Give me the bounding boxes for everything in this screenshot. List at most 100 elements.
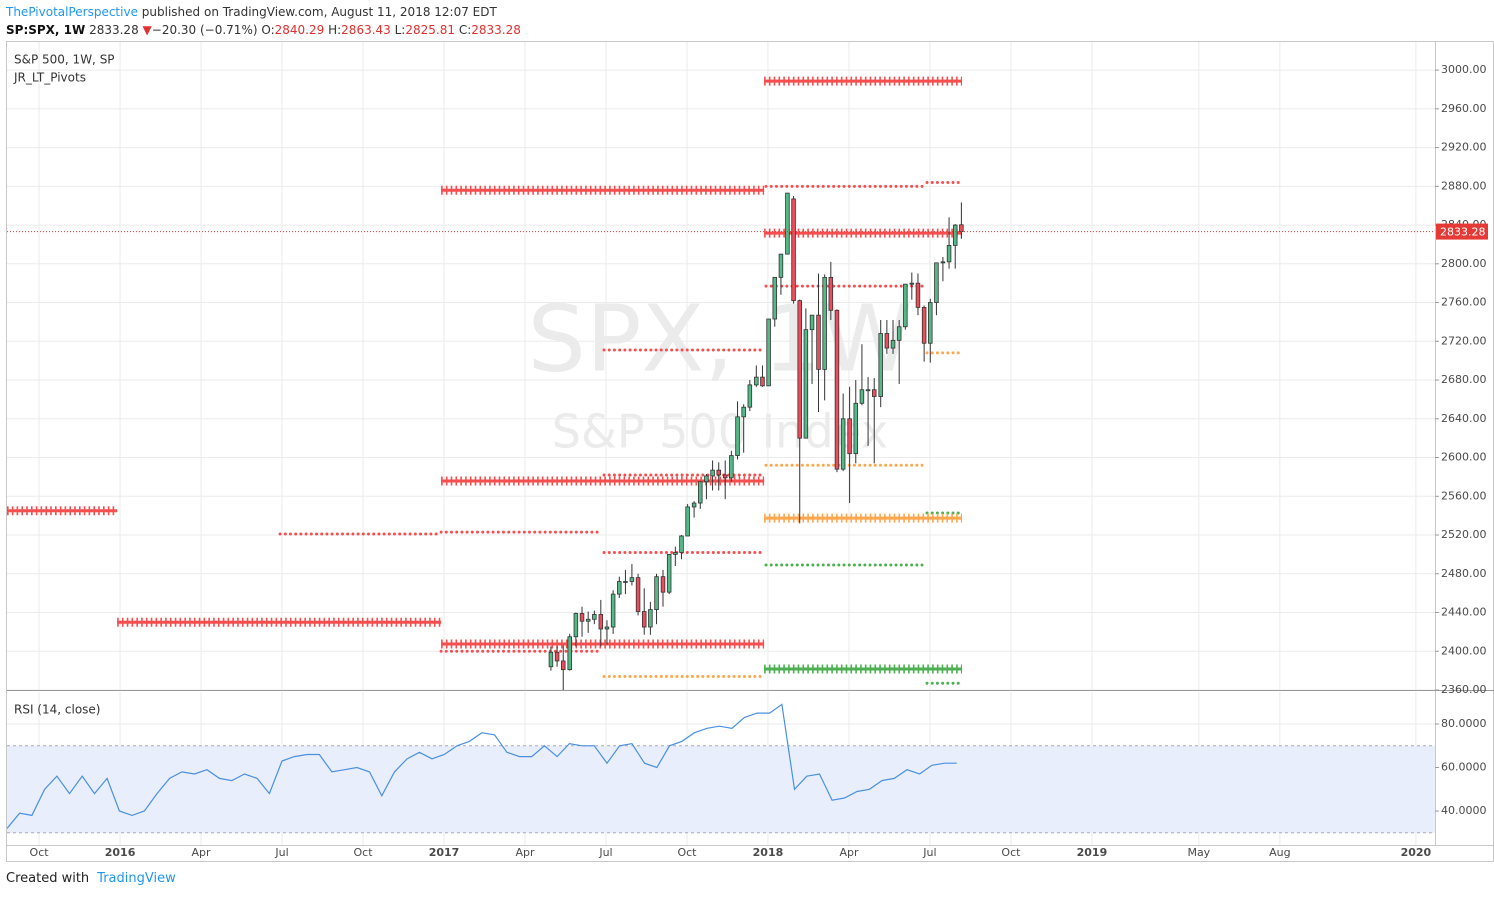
candle-body bbox=[760, 376, 765, 387]
y-tick-label: 2600.00 bbox=[1441, 451, 1487, 464]
watermark-sub: S&P 500 Index bbox=[552, 405, 889, 459]
candle-body bbox=[816, 314, 821, 370]
y-tick-label: 2800.00 bbox=[1441, 257, 1487, 270]
o-label: O: bbox=[261, 23, 275, 37]
x-tick-label: Oct bbox=[677, 846, 697, 859]
candle-body bbox=[610, 593, 616, 628]
candle-body bbox=[560, 660, 566, 671]
y-tick-label: 3000.00 bbox=[1441, 63, 1487, 76]
candle-body bbox=[617, 581, 622, 595]
published: published on TradingView.com, August 11,… bbox=[141, 5, 497, 19]
candle-body bbox=[729, 455, 734, 479]
candle-body bbox=[952, 224, 958, 246]
candle-body bbox=[685, 506, 690, 537]
candle-body bbox=[673, 552, 678, 555]
x-tick-label: Jul bbox=[922, 846, 936, 859]
candle-body bbox=[859, 389, 865, 404]
rsi-pane bbox=[7, 692, 1435, 845]
candle-body bbox=[666, 553, 672, 593]
candle-body bbox=[785, 192, 790, 255]
candle-body bbox=[629, 577, 635, 582]
x-tick-label: Oct bbox=[354, 846, 374, 859]
y-tick-label: 2400.00 bbox=[1441, 644, 1487, 657]
quote-line: SP:SPX, 1W 2833.28 ▼−20.30 (−0.71%) O:28… bbox=[6, 21, 521, 39]
x-tick-label: Apr bbox=[515, 846, 535, 859]
candle-body bbox=[828, 276, 834, 311]
chart-title: S&P 500, 1W, SP bbox=[14, 53, 115, 67]
y-tick-label: 2640.00 bbox=[1441, 412, 1487, 425]
rsi-band bbox=[7, 745, 1435, 833]
x-tick-label: 2017 bbox=[429, 846, 460, 859]
h-label: H: bbox=[328, 23, 342, 37]
candle-body bbox=[567, 636, 572, 671]
candle-body bbox=[573, 613, 579, 638]
candle-body bbox=[691, 502, 697, 508]
watermark: SPX, 1W bbox=[528, 285, 913, 392]
y-tick-label: 2680.00 bbox=[1441, 373, 1487, 386]
candle-body bbox=[822, 276, 827, 370]
y-tick-label: 2720.00 bbox=[1441, 334, 1487, 347]
candle-body bbox=[959, 224, 964, 232]
candle-body bbox=[928, 302, 933, 344]
candle-body bbox=[853, 402, 859, 455]
candle-body bbox=[878, 333, 883, 397]
price-pane: SPX, 1W S&P 500 Index bbox=[7, 42, 1435, 690]
candle-body bbox=[679, 535, 684, 553]
x-tick-label: 2020 bbox=[1401, 846, 1432, 859]
author-link[interactable]: ThePivotalPerspective bbox=[6, 5, 138, 19]
rsi-line bbox=[7, 703, 957, 829]
y-tick-label: 2880.00 bbox=[1441, 179, 1487, 192]
c-label: C: bbox=[458, 23, 472, 37]
y-tick-label: 2440.00 bbox=[1441, 606, 1487, 619]
symbol: SP:SPX, 1W bbox=[6, 23, 86, 37]
header: ThePivotalPerspective published on Tradi… bbox=[6, 3, 521, 39]
candle-body bbox=[871, 389, 877, 397]
x-tick-label: 2018 bbox=[753, 846, 784, 859]
candle-body bbox=[660, 576, 666, 593]
y-tick-label: 2920.00 bbox=[1441, 141, 1487, 154]
brand-link[interactable]: TradingView bbox=[97, 871, 176, 886]
candle-body bbox=[698, 481, 703, 504]
candle-body bbox=[921, 306, 927, 344]
candle-body bbox=[840, 418, 846, 470]
x-tick-label: Jul bbox=[274, 846, 288, 859]
high: 2863.43 bbox=[341, 23, 391, 37]
last-price-label: 2833.28 bbox=[1440, 226, 1486, 239]
candle-body bbox=[847, 418, 852, 455]
y-tick-label: 2480.00 bbox=[1441, 567, 1487, 580]
candle-body bbox=[735, 416, 740, 456]
indicator-name: JR_LT_Pivots bbox=[13, 71, 86, 85]
x-tick-label: 2016 bbox=[105, 846, 136, 859]
x-tick-label: Apr bbox=[192, 846, 212, 859]
y-tick-label: 80.0000 bbox=[1441, 717, 1487, 730]
candle-body bbox=[554, 651, 560, 662]
candle-body bbox=[635, 577, 641, 612]
candle-body bbox=[803, 329, 809, 439]
candle-body bbox=[778, 253, 784, 278]
candle-body bbox=[704, 475, 709, 483]
y-tick-label: 2560.00 bbox=[1441, 489, 1487, 502]
candle-body bbox=[654, 576, 659, 611]
rsi-title: RSI (14, close) bbox=[14, 703, 100, 717]
change: −20.30 (−0.71%) bbox=[151, 23, 258, 37]
candle-body bbox=[710, 469, 715, 477]
chart: SPX, 1W S&P 500 Index Oct 2016 Apr Jul Oct 20… bbox=[6, 41, 1494, 862]
candle-body bbox=[598, 614, 604, 630]
candle-body bbox=[641, 611, 647, 628]
candle-body bbox=[890, 339, 896, 349]
y-tick-label: 2520.00 bbox=[1441, 528, 1487, 541]
x-tick-label: 2019 bbox=[1077, 846, 1108, 859]
low: 2825.81 bbox=[405, 23, 455, 37]
created: Created with bbox=[6, 871, 90, 886]
candle-body bbox=[741, 406, 746, 418]
candle-body bbox=[896, 326, 902, 341]
candle-body bbox=[623, 581, 628, 583]
candle-body bbox=[585, 618, 591, 622]
publish-line: ThePivotalPerspective published on Tradi… bbox=[6, 3, 521, 21]
x-tick-label: Jul bbox=[598, 846, 612, 859]
footer: Created with TradingView bbox=[6, 871, 176, 886]
candle-body bbox=[648, 609, 653, 628]
x-tick-label: Oct bbox=[30, 846, 50, 859]
candle-body bbox=[909, 282, 915, 285]
candle-body bbox=[604, 626, 610, 630]
